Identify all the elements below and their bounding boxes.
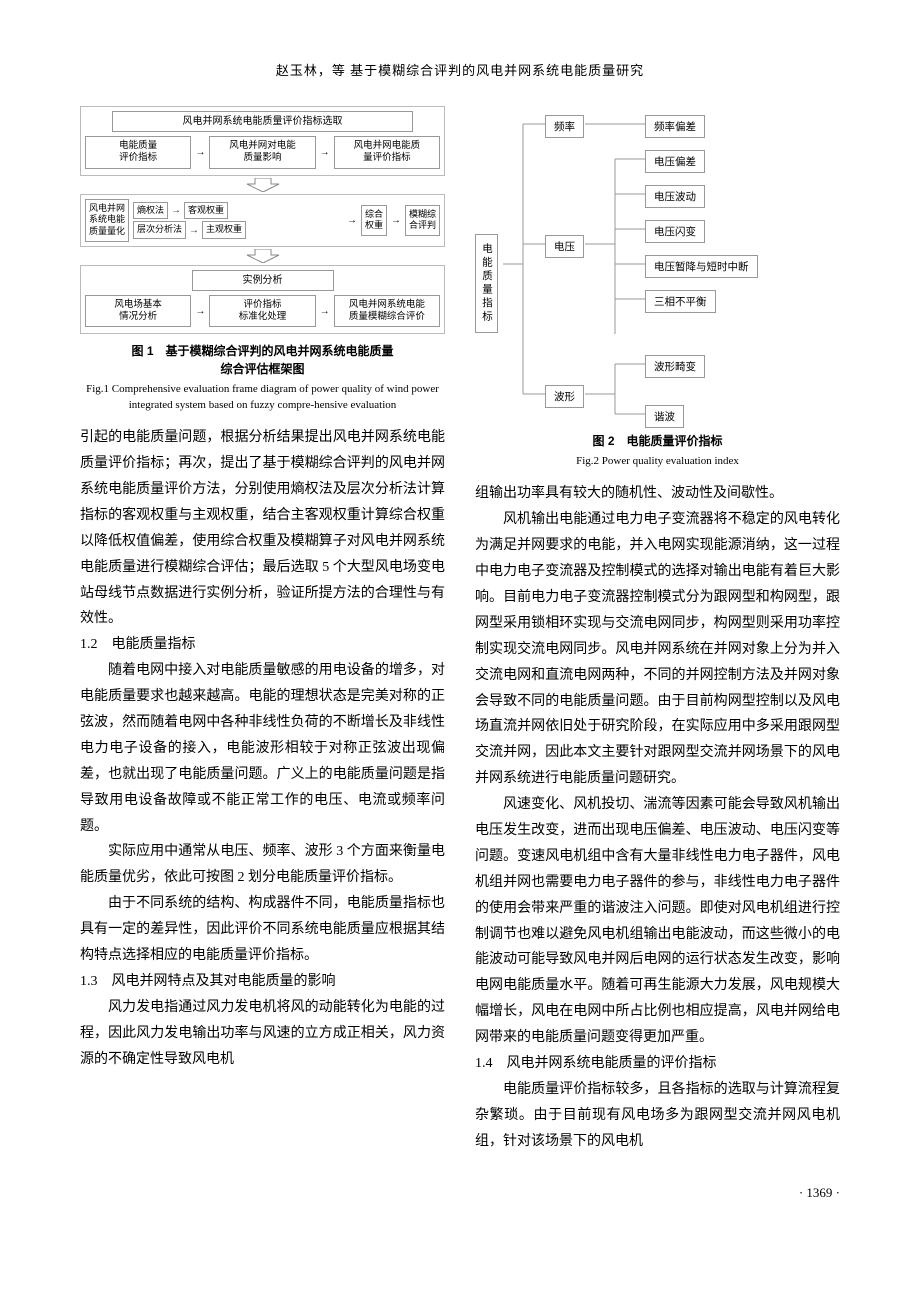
left-column: 风电并网系统电能质量评价指标选取 电能质量 评价指标 → 风电并网对电能 质量影… bbox=[80, 104, 445, 1155]
fc-box: 层次分析法 bbox=[133, 221, 186, 239]
tree-leaf: 电压闪变 bbox=[645, 220, 705, 243]
fc-box: 评价指标 标准化处理 bbox=[209, 295, 315, 328]
tree-mid-volt: 电压 bbox=[545, 235, 584, 258]
fc-box: 风电并网系统电能 质量模糊综合评价 bbox=[334, 295, 440, 328]
arrow-icon: → bbox=[320, 146, 330, 159]
header-title: 基于模糊综合评判的风电并网系统电能质量研究 bbox=[350, 63, 644, 78]
fc-box: 风电并网 系统电能 质量量化 bbox=[85, 199, 129, 242]
paragraph: 由于不同系统的结构、构成器件不同，电能质量指标也具有一定的差异性，因此评价不同系… bbox=[80, 891, 445, 969]
fc-box: 风电并网对电能 质量影响 bbox=[209, 136, 315, 169]
arrow-icon: → bbox=[189, 224, 199, 237]
section-heading-1-4: 1.4 风电并网系统电能质量的评价指标 bbox=[475, 1051, 840, 1077]
fc-box: 实例分析 bbox=[192, 270, 334, 291]
tree-leaf: 电压偏差 bbox=[645, 150, 705, 173]
section-heading-1-3: 1.3 风电并网特点及其对电能质量的影响 bbox=[80, 969, 445, 995]
page-number: · 1369 · bbox=[80, 1185, 840, 1201]
fc-box: 熵权法 bbox=[133, 202, 168, 220]
tree-leaf: 波形畸变 bbox=[645, 355, 705, 378]
tree-mid-freq: 频率 bbox=[545, 115, 584, 138]
fc-box: 模糊综 合评判 bbox=[405, 205, 440, 236]
arrow-icon: → bbox=[320, 305, 330, 318]
tree-leaf: 三相不平衡 bbox=[645, 290, 716, 313]
figure-1-caption-en: Fig.1 Comprehensive evaluation frame dia… bbox=[80, 382, 445, 413]
figure-1-caption-cn: 图 1 基于模糊综合评判的风电并网系统电能质量 综合评估框架图 bbox=[80, 342, 445, 378]
paragraph: 组输出功率具有较大的随机性、波动性及间歇性。 bbox=[475, 481, 840, 507]
arrow-icon: → bbox=[195, 146, 205, 159]
arrow-icon: → bbox=[391, 214, 401, 227]
right-column: 电能质量指标 频率 电压 波形 频率偏差 电压偏差 电压波动 电压闪变 电压暂降… bbox=[475, 104, 840, 1155]
fc-box: 风电场基本 情况分析 bbox=[85, 295, 191, 328]
paragraph: 实际应用中通常从电压、频率、波形 3 个方面来衡量电能质量优劣，依此可按图 2 … bbox=[80, 839, 445, 891]
paragraph: 风机输出电能通过电力电子变流器将不稳定的风电转化为满足并网要求的电能，并入电网实… bbox=[475, 507, 840, 792]
fc-box: 风电并网电能质 量评价指标 bbox=[334, 136, 440, 169]
paragraph: 随着电网中接入对电能质量敏感的用电设备的增多，对电能质量要求也越来越高。电能的理… bbox=[80, 658, 445, 839]
header-authors: 赵玉林，等 bbox=[276, 63, 346, 78]
fc-box: 客观权重 bbox=[184, 202, 228, 220]
fc-box: 电能质量 评价指标 bbox=[85, 136, 191, 169]
tree-leaf: 电压暂降与短时中断 bbox=[645, 255, 758, 278]
figure-2-tree: 电能质量指标 频率 电压 波形 频率偏差 电压偏差 电压波动 电压闪变 电压暂降… bbox=[475, 104, 840, 424]
fc-box: 综合 权重 bbox=[361, 205, 387, 236]
arrow-icon: → bbox=[171, 204, 181, 217]
figure-2-caption-cn: 图 2 电能质量评价指标 bbox=[475, 432, 840, 450]
paragraph: 风速变化、风机投切、湍流等因素可能会导致风机输出电压发生改变，进而出现电压偏差、… bbox=[475, 792, 840, 1051]
left-body-text: 引起的电能质量问题，根据分析结果提出风电并网系统电能质量评价指标；再次，提出了基… bbox=[80, 425, 445, 1072]
paragraph: 引起的电能质量问题，根据分析结果提出风电并网系统电能质量评价指标；再次，提出了基… bbox=[80, 425, 445, 632]
tree-root-node: 电能质量指标 bbox=[475, 234, 498, 333]
figure-1-flowchart: 风电并网系统电能质量评价指标选取 电能质量 评价指标 → 风电并网对电能 质量影… bbox=[80, 106, 445, 334]
tree-mid-wave: 波形 bbox=[545, 385, 584, 408]
section-heading-1-2: 1.2 电能质量指标 bbox=[80, 632, 445, 658]
right-body-text: 组输出功率具有较大的随机性、波动性及间歇性。 风机输出电能通过电力电子变流器将不… bbox=[475, 481, 840, 1154]
down-arrow-icon bbox=[243, 178, 283, 192]
arrow-icon: → bbox=[195, 305, 205, 318]
page-header: 赵玉林，等 基于模糊综合评判的风电并网系统电能质量研究 bbox=[80, 60, 840, 79]
paragraph: 风力发电指通过风力发电机将风的动能转化为电能的过程，因此风力发电输出功率与风速的… bbox=[80, 995, 445, 1073]
figure-2-caption-en: Fig.2 Power quality evaluation index bbox=[475, 454, 840, 469]
paragraph: 电能质量评价指标较多，且各指标的选取与计算流程复杂繁琐。由于目前现有风电场多为跟… bbox=[475, 1077, 840, 1155]
tree-leaf: 电压波动 bbox=[645, 185, 705, 208]
fc-top-title: 风电并网系统电能质量评价指标选取 bbox=[112, 111, 414, 132]
tree-leaf: 频率偏差 bbox=[645, 115, 705, 138]
down-arrow-icon bbox=[243, 249, 283, 263]
arrow-icon: → bbox=[347, 214, 357, 227]
two-column-layout: 风电并网系统电能质量评价指标选取 电能质量 评价指标 → 风电并网对电能 质量影… bbox=[80, 104, 840, 1155]
fc-box: 主观权重 bbox=[202, 221, 246, 239]
tree-leaf: 谐波 bbox=[645, 405, 684, 428]
